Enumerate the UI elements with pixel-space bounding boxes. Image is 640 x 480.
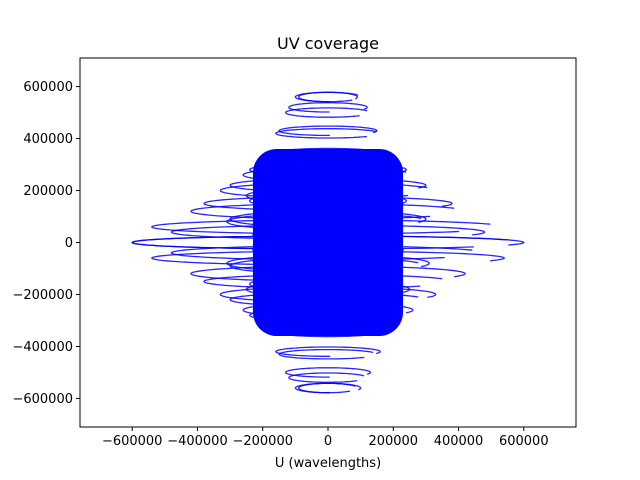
- uv-track-line: [288, 102, 368, 113]
- x-tick-label: −400000: [167, 434, 228, 449]
- uv-track-line: [275, 346, 381, 357]
- x-axis: −600000 −400000 −200000 0 200000 400000 600000: [102, 427, 549, 449]
- uv-track-line: [284, 367, 372, 378]
- y-tick-label: 0: [65, 236, 73, 251]
- uv-track-line: [170, 224, 486, 240]
- uv-track-line: [150, 250, 506, 266]
- x-tick-label: −600000: [102, 434, 163, 449]
- y-axis: −600000 −400000 −200000 0 200000 400000 600000: [12, 80, 80, 407]
- uv-track-line: [278, 348, 374, 360]
- x-tick-label: 0: [324, 434, 332, 449]
- y-tick-label: 600000: [23, 80, 73, 95]
- uv-track-line: [190, 265, 466, 282]
- x-tick-label: −200000: [232, 434, 293, 449]
- uv-dense-core: [252, 148, 404, 337]
- x-tick-label: 600000: [499, 434, 549, 449]
- x-axis-label: U (wavelengths): [275, 456, 381, 471]
- x-tick-label: 400000: [434, 434, 484, 449]
- uv-track-line: [278, 125, 378, 137]
- uv-tracks: [131, 91, 525, 394]
- chart-title: UV coverage: [277, 34, 379, 53]
- uv-track-line: [297, 91, 359, 103]
- uv-track-line: [288, 372, 365, 383]
- uv-track-line: [284, 107, 368, 118]
- x-tick-label: 200000: [368, 434, 418, 449]
- y-tick-label: −600000: [12, 392, 73, 407]
- y-tick-label: 200000: [23, 184, 73, 199]
- y-tick-label: −400000: [12, 340, 73, 355]
- uv-track-line: [275, 128, 377, 139]
- y-tick-label: −200000: [12, 288, 73, 303]
- uv-track-line: [297, 382, 356, 394]
- y-tick-label: 400000: [23, 132, 73, 147]
